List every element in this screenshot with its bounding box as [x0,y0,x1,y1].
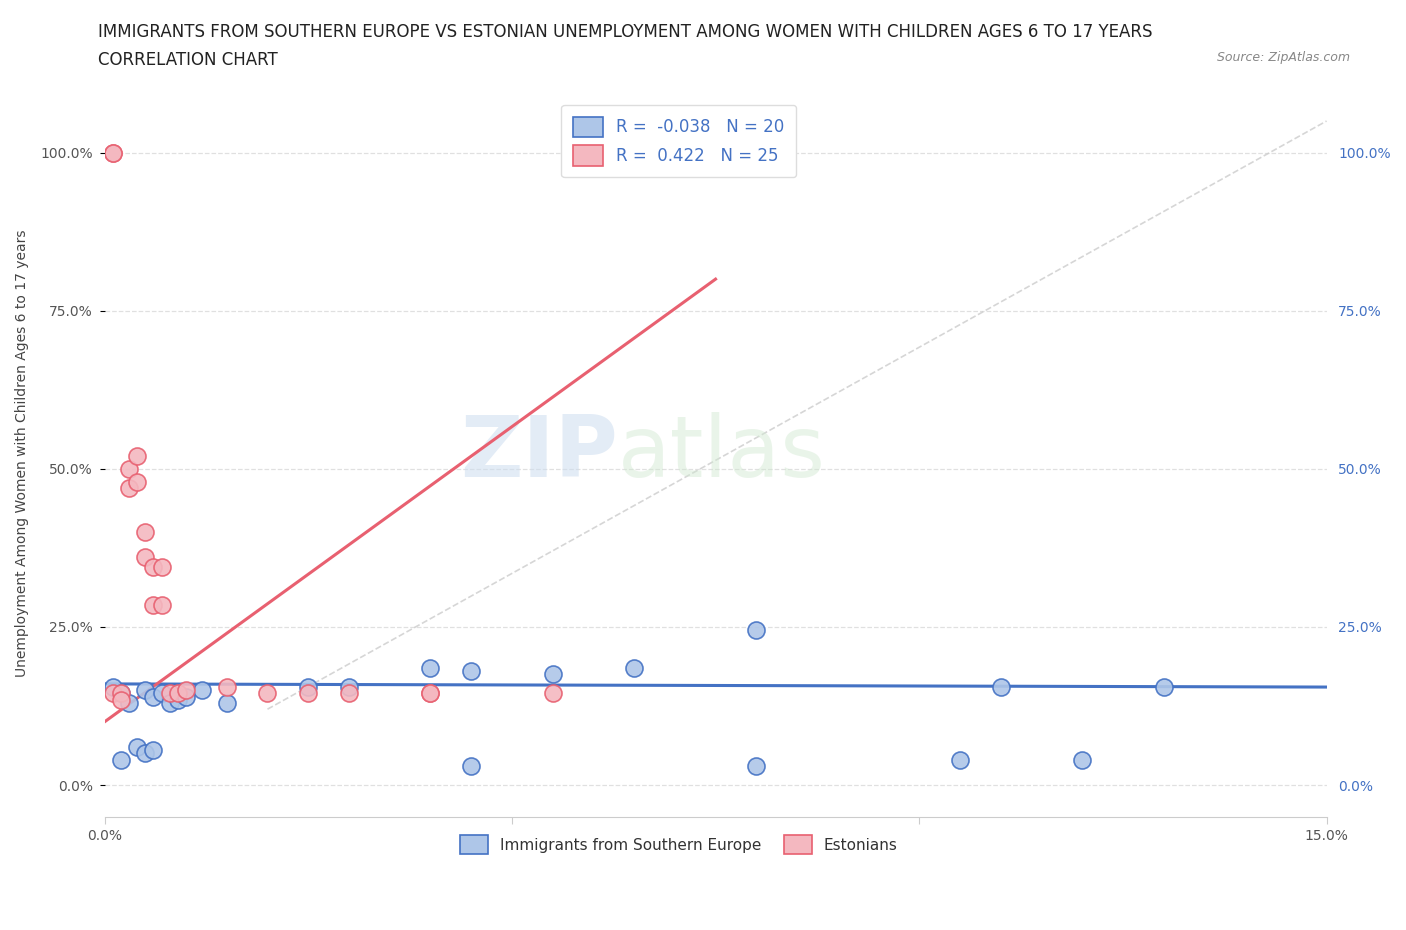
Y-axis label: Unemployment Among Women with Children Ages 6 to 17 years: Unemployment Among Women with Children A… [15,230,30,677]
Point [110,686,132,701]
Point [134,683,156,698]
Legend: Immigrants from Southern Europe, Estonians: Immigrants from Southern Europe, Estonia… [454,830,904,860]
Text: IMMIGRANTS FROM SOUTHERN EUROPE VS ESTONIAN UNEMPLOYMENT AMONG WOMEN WITH CHILDR: IMMIGRANTS FROM SOUTHERN EUROPE VS ESTON… [98,23,1153,41]
Point [174,683,197,698]
Point [745,759,768,774]
Point [142,560,165,575]
Point [419,686,441,701]
Point [101,145,124,160]
Point [127,474,149,489]
Point [419,660,441,675]
Point [134,525,156,539]
Point [460,759,482,774]
Point [1071,752,1094,767]
Point [541,667,564,682]
Point [101,680,124,695]
Point [215,696,238,711]
Text: atlas: atlas [617,412,825,495]
Point [110,686,132,701]
Point [134,550,156,565]
Point [297,680,319,695]
Point [101,145,124,160]
Point [337,680,360,695]
Point [110,692,132,707]
Point [127,449,149,464]
Text: ZIP: ZIP [460,412,617,495]
Point [118,461,141,476]
Point [215,680,238,695]
Point [167,692,190,707]
Point [949,752,972,767]
Point [337,686,360,701]
Point [127,739,149,754]
Point [167,686,190,701]
Point [541,686,564,701]
Point [150,560,173,575]
Point [191,683,214,698]
Point [134,746,156,761]
Point [990,680,1012,695]
Point [174,689,197,704]
Point [256,686,278,701]
Point [623,660,645,675]
Point [101,686,124,701]
Point [159,696,181,711]
Point [159,686,181,701]
Point [1153,680,1175,695]
Point [150,686,173,701]
Point [118,481,141,496]
Point [142,743,165,758]
Point [297,686,319,701]
Point [142,597,165,612]
Point [419,686,441,701]
Point [118,696,141,711]
Text: CORRELATION CHART: CORRELATION CHART [98,51,278,69]
Point [110,752,132,767]
Point [150,597,173,612]
Text: Source: ZipAtlas.com: Source: ZipAtlas.com [1216,51,1350,64]
Point [745,623,768,638]
Point [460,664,482,679]
Point [142,689,165,704]
